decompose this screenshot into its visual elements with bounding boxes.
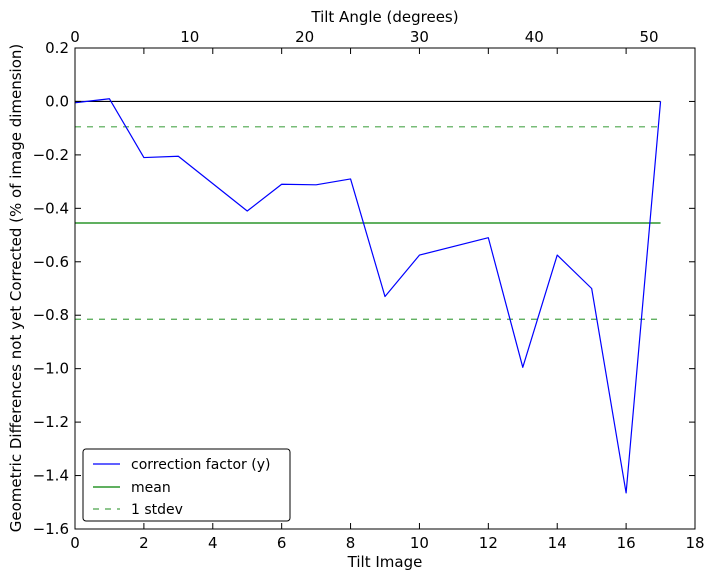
correction-factor-y-line-0	[74, 98, 662, 494]
top-x-tick-label: 30	[410, 28, 429, 46]
y-tick-label: −0.8	[33, 306, 69, 324]
y-tick-label: 0.2	[45, 39, 69, 57]
x-tick-label: 0	[70, 534, 80, 552]
top-x-tick-label: 40	[525, 28, 544, 46]
legend: correction factor (y) mean 1 stdev	[82, 448, 291, 522]
legend-box	[82, 448, 291, 522]
x-tick-label: 2	[139, 534, 149, 552]
top-x-tick-label: 50	[640, 28, 659, 46]
x-axis-title: Tilt Image	[347, 553, 423, 571]
x-tick-label: 6	[277, 534, 287, 552]
plot-lines	[74, 98, 662, 494]
x-tick-label: 18	[685, 534, 704, 552]
x-tick-label: 12	[479, 534, 498, 552]
y-tick-label: −0.2	[33, 146, 69, 164]
legend-label-stdev: 1 stdev	[131, 502, 183, 518]
top-x-tick-label: 0	[70, 28, 80, 46]
ticks: 0 2 4 6 8 10 12 14 16 18 0 10 20 30 40 50 0.2 0.0 −0.2 −0.4…	[33, 28, 705, 552]
x-tick-label: 8	[346, 534, 356, 552]
x-tick-label: 10	[410, 534, 429, 552]
x-tick-label: 16	[617, 534, 636, 552]
x-tick-label: 14	[548, 534, 567, 552]
legend-label-mean: mean	[131, 480, 171, 496]
y-tick-label: −1.0	[33, 360, 69, 378]
top-x-tick-label: 20	[295, 28, 314, 46]
y-axis-title: Geometric Differences not yet Corrected …	[7, 44, 25, 533]
legend-label-correction: correction factor (y)	[131, 457, 270, 473]
x-tick-label: 4	[208, 534, 218, 552]
y-tick-label: −0.4	[33, 199, 69, 217]
y-tick-label: −1.6	[33, 520, 69, 538]
y-tick-label: −1.4	[33, 467, 69, 485]
top-x-tick-label: 10	[180, 28, 199, 46]
plot-frame	[74, 47, 696, 530]
y-tick-label: −1.2	[33, 413, 69, 431]
y-tick-label: −0.6	[33, 253, 69, 271]
top-x-axis-title: Tilt Angle (degrees)	[310, 8, 458, 26]
y-tick-label: 0.0	[45, 92, 69, 110]
